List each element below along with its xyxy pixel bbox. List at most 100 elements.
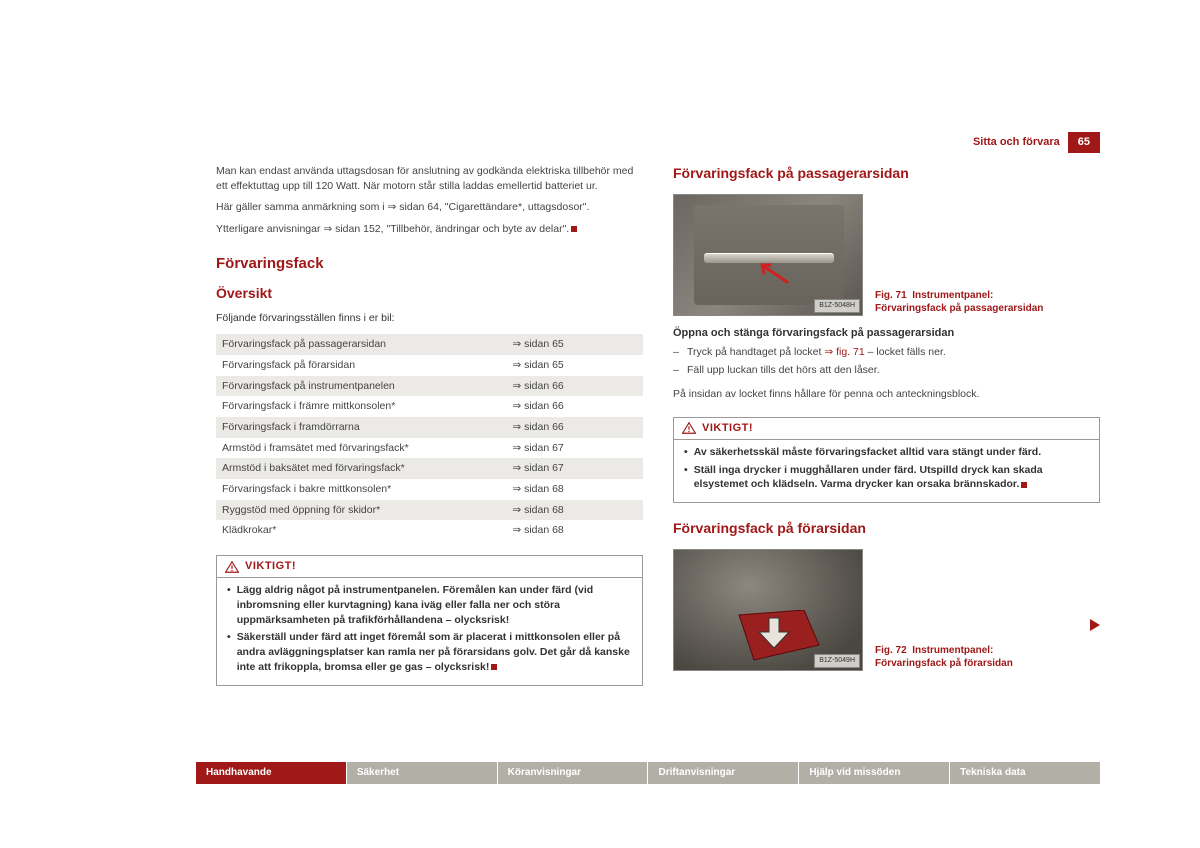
step-text-post: – locket fälls ner. bbox=[865, 346, 946, 358]
warning-body: • Av säkerhetsskäl måste förvaringsfacket… bbox=[674, 440, 1099, 502]
bullet-dot-icon: • bbox=[227, 583, 231, 627]
storage-label: Armstöd i framsätet med förvaringsfack* bbox=[216, 438, 506, 459]
storage-ref: ⇒ sidan 65 bbox=[506, 355, 643, 376]
end-marker-icon bbox=[491, 664, 497, 670]
storage-label: Armstöd i baksätet med förvaringsfack* bbox=[216, 458, 506, 479]
page-number: 65 bbox=[1068, 132, 1100, 153]
heading-driver-compartment: Förvaringsfack på förarsidan bbox=[673, 519, 1100, 539]
figure-number: Fig. 71 bbox=[875, 290, 907, 301]
storage-ref: ⇒ sidan 66 bbox=[506, 417, 643, 438]
storage-label: Förvaringsfack på instrumentpanelen bbox=[216, 376, 506, 397]
tab-techdata[interactable]: Tekniska data bbox=[950, 762, 1100, 784]
tab-emergency[interactable]: Hjälp vid missöden bbox=[799, 762, 950, 784]
warning-bullet: •Lägg aldrig något på instrumentpanelen.… bbox=[227, 583, 632, 627]
figure-72-caption: Fig. 72 Instrumentpanel: Förvaringsfack … bbox=[875, 644, 1065, 671]
storage-ref: ⇒ sidan 68 bbox=[506, 520, 643, 541]
dash-icon: – bbox=[673, 345, 687, 360]
warning-title: VIKTIGT! bbox=[245, 559, 296, 574]
warning-box-left: VIKTIGT! •Lägg aldrig något på instrumen… bbox=[216, 555, 643, 686]
heading-storage: Förvaringsfack bbox=[216, 253, 643, 274]
pointer-arrow-icon bbox=[752, 257, 792, 287]
warning-text: Lägg aldrig något på instrumentpanelen. … bbox=[237, 583, 632, 627]
para-inside-lid: På insidan av locket finns hållare för p… bbox=[673, 387, 1100, 402]
para-same-note: Här gäller samma anmärkning som i ⇒ sida… bbox=[216, 200, 643, 215]
heading-overview: Översikt bbox=[216, 284, 643, 304]
bullet-dot-icon: • bbox=[684, 463, 688, 492]
para-further-ref: Ytterligare anvisningar ⇒ sidan 152, "Ti… bbox=[216, 222, 643, 237]
storage-label: Förvaringsfack i främre mittkonsolen* bbox=[216, 396, 506, 417]
tab-operation[interactable]: Driftanvisningar bbox=[648, 762, 799, 784]
table-row: Ryggstöd med öppning för skidor*⇒ sidan … bbox=[216, 500, 643, 521]
figure-number: Fig. 72 bbox=[875, 645, 907, 656]
figure-71-caption: Fig. 71 Instrumentpanel: Förvaringsfack … bbox=[875, 289, 1065, 316]
figure-72-row: B1Z-5049H Fig. 72 Instrumentpanel: Förva… bbox=[673, 549, 1100, 671]
footer-tabs: Handhavande Säkerhet Köranvisningar Drif… bbox=[196, 762, 1100, 784]
bullet-dot-icon: • bbox=[684, 445, 688, 460]
overview-intro: Följande förvaringsställen finns i er bi… bbox=[216, 311, 643, 326]
table-row: Förvaringsfack i bakre mittkonsolen*⇒ si… bbox=[216, 479, 643, 500]
figure-72-image: B1Z-5049H bbox=[673, 549, 863, 671]
storage-ref: ⇒ sidan 68 bbox=[506, 500, 643, 521]
step-item: – Fäll upp luckan tills det hörs att den… bbox=[673, 363, 1100, 378]
warning-text: Ställ inga drycker i mugghållaren under … bbox=[694, 463, 1089, 492]
step-text-pre: Tryck på handtaget på locket bbox=[687, 346, 824, 358]
table-row: Förvaringsfack i framdörrarna⇒ sidan 66 bbox=[216, 417, 643, 438]
table-row: Förvaringsfack på förarsidan⇒ sidan 65 bbox=[216, 355, 643, 376]
step-item: – Tryck på handtaget på locket ⇒ fig. 71… bbox=[673, 345, 1100, 360]
tab-safety[interactable]: Säkerhet bbox=[347, 762, 498, 784]
storage-label: Klädkrokar* bbox=[216, 520, 506, 541]
end-marker-icon bbox=[571, 226, 577, 232]
subheading-open-close: Öppna och stänga förvaringsfack på passa… bbox=[673, 326, 1100, 341]
storage-ref: ⇒ sidan 67 bbox=[506, 438, 643, 459]
warning-triangle-icon bbox=[225, 561, 239, 573]
warning-text-inner: Ställ inga drycker i mugghållaren under … bbox=[694, 464, 1043, 491]
warning-title: VIKTIGT! bbox=[702, 421, 753, 436]
table-row: Armstöd i framsätet med förvaringsfack*⇒… bbox=[216, 438, 643, 459]
warning-bullet: •Säkerställ under färd att inget föremål… bbox=[227, 630, 632, 674]
para-further-ref-text: Ytterligare anvisningar ⇒ sidan 152, "Ti… bbox=[216, 223, 569, 235]
storage-table: Förvaringsfack på passagerarsidan⇒ sidan… bbox=[216, 334, 643, 541]
right-column: Förvaringsfack på passagerarsidan B1Z-50… bbox=[673, 164, 1100, 686]
para-socket-info: Man kan endast använda uttagsdosan för a… bbox=[216, 164, 643, 194]
compartment-panel-graphic bbox=[734, 610, 824, 665]
storage-ref: ⇒ sidan 67 bbox=[506, 458, 643, 479]
page-header: Sitta och förvara 65 bbox=[973, 132, 1100, 153]
end-marker-icon bbox=[1021, 482, 1027, 488]
storage-label: Ryggstöd med öppning för skidor* bbox=[216, 500, 506, 521]
figure-tag: B1Z-5048H bbox=[814, 299, 860, 313]
figure-reference-link[interactable]: ⇒ fig. 71 bbox=[824, 346, 864, 358]
step-list: – Tryck på handtaget på locket ⇒ fig. 71… bbox=[673, 345, 1100, 377]
warning-text: Säkerställ under färd att inget föremål … bbox=[237, 630, 632, 674]
warning-text: Av säkerhetsskäl måste förvaringsfacket … bbox=[694, 445, 1089, 460]
continue-arrow-icon bbox=[1089, 618, 1101, 632]
figure-tag: B1Z-5049H bbox=[814, 654, 860, 668]
step-text: Tryck på handtaget på locket ⇒ fig. 71 –… bbox=[687, 345, 946, 360]
storage-ref: ⇒ sidan 66 bbox=[506, 396, 643, 417]
bullet-dot-icon: • bbox=[227, 630, 231, 674]
warning-text-inner: Säkerställ under färd att inget föremål … bbox=[237, 631, 630, 672]
step-text: Fäll upp luckan tills det hörs att den l… bbox=[687, 363, 880, 378]
section-title: Sitta och förvara bbox=[973, 135, 1060, 150]
warning-body: •Lägg aldrig något på instrumentpanelen.… bbox=[217, 578, 642, 684]
manual-page: Sitta och förvara 65 Man kan endast anvä… bbox=[0, 0, 1200, 848]
heading-passenger-compartment: Förvaringsfack på passagerarsidan bbox=[673, 164, 1100, 184]
table-row: Förvaringsfack på passagerarsidan⇒ sidan… bbox=[216, 334, 643, 355]
table-row: Klädkrokar*⇒ sidan 68 bbox=[216, 520, 643, 541]
warning-box-right: VIKTIGT! • Av säkerhetsskäl måste förvari… bbox=[673, 417, 1100, 503]
storage-ref: ⇒ sidan 68 bbox=[506, 479, 643, 500]
dash-icon: – bbox=[673, 363, 687, 378]
storage-label: Förvaringsfack i bakre mittkonsolen* bbox=[216, 479, 506, 500]
tab-driving[interactable]: Köranvisningar bbox=[498, 762, 649, 784]
table-row: Armstöd i baksätet med förvaringsfack*⇒ … bbox=[216, 458, 643, 479]
storage-label: Förvaringsfack på passagerarsidan bbox=[216, 334, 506, 355]
warning-header: VIKTIGT! bbox=[217, 556, 642, 578]
storage-ref: ⇒ sidan 66 bbox=[506, 376, 643, 397]
warning-triangle-icon bbox=[682, 422, 696, 434]
figure-71-image: B1Z-5048H bbox=[673, 194, 863, 316]
storage-label: Förvaringsfack på förarsidan bbox=[216, 355, 506, 376]
warning-bullet: •Ställ inga drycker i mugghållaren under… bbox=[684, 463, 1089, 492]
storage-label: Förvaringsfack i framdörrarna bbox=[216, 417, 506, 438]
figure-71-row: B1Z-5048H Fig. 71 Instrumentpanel: Förva… bbox=[673, 194, 1100, 316]
tab-handling[interactable]: Handhavande bbox=[196, 762, 347, 784]
table-row: Förvaringsfack på instrumentpanelen⇒ sid… bbox=[216, 376, 643, 397]
